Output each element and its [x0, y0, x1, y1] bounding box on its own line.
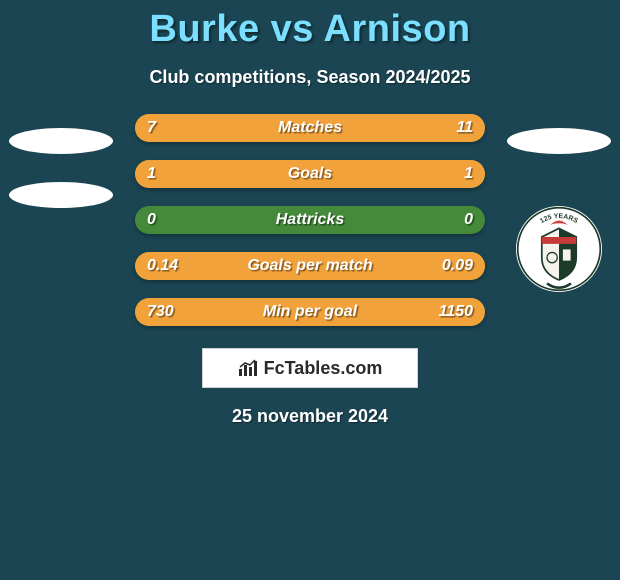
stat-bar-left-value: 0	[147, 211, 156, 229]
right-player-logo-placeholder	[507, 128, 611, 154]
brand-box[interactable]: FcTables.com	[202, 348, 418, 388]
stat-bar-label: Min per goal	[135, 303, 485, 321]
update-date: 25 november 2024	[0, 406, 620, 427]
left-logos-col	[6, 114, 116, 208]
stat-bar-right-value: 0	[464, 211, 473, 229]
right-club-crest: 125 YEARS	[516, 206, 602, 292]
page-subtitle: Club competitions, Season 2024/2025	[0, 67, 620, 88]
stat-bar-right-value: 1150	[439, 303, 473, 321]
content-row: 7Matches111Goals10Hattricks00.14Goals pe…	[0, 114, 620, 326]
stat-bar: 1Goals1	[135, 160, 485, 188]
right-logos-col: 125 YEARS	[504, 114, 614, 292]
stat-bar: 0Hattricks0	[135, 206, 485, 234]
stat-bar-label: Goals	[135, 165, 485, 183]
stat-bar-label: Matches	[135, 119, 485, 137]
stat-bars: 7Matches111Goals10Hattricks00.14Goals pe…	[135, 114, 485, 326]
left-player-logo-placeholder	[9, 128, 113, 154]
brand-chart-icon	[238, 359, 260, 377]
brand-text: FcTables.com	[264, 358, 383, 379]
left-club-logo-placeholder	[9, 182, 113, 208]
stat-bar: 730Min per goal1150	[135, 298, 485, 326]
stat-bar-left-value: 0.14	[147, 257, 178, 275]
stat-bar: 0.14Goals per match0.09	[135, 252, 485, 280]
stat-bar-right-value: 11	[456, 119, 473, 137]
crest-icon: 125 YEARS	[516, 206, 602, 292]
stat-bar-label: Goals per match	[135, 257, 485, 275]
stat-bar: 7Matches11	[135, 114, 485, 142]
stat-bar-label: Hattricks	[135, 211, 485, 229]
stat-bar-left-value: 730	[147, 303, 174, 321]
page-title: Burke vs Arnison	[0, 0, 620, 51]
stat-bar-left-value: 7	[147, 119, 156, 137]
stat-bar-right-value: 0.09	[442, 257, 473, 275]
stat-bar-left-value: 1	[147, 165, 156, 183]
stat-bar-right-value: 1	[464, 165, 473, 183]
